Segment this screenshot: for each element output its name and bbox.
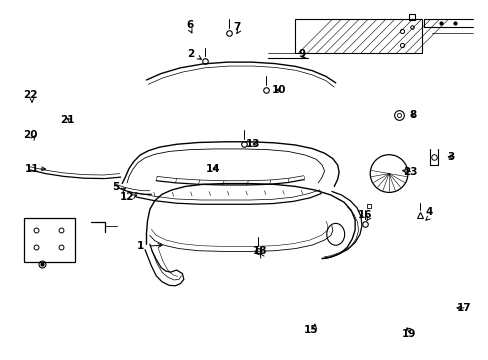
Text: 17: 17 [456, 303, 470, 313]
Text: 16: 16 [357, 210, 371, 220]
Text: 13: 13 [245, 139, 260, 149]
Text: 1: 1 [136, 241, 143, 251]
Text: 10: 10 [272, 85, 286, 95]
Text: 15: 15 [304, 325, 318, 335]
Text: 12: 12 [120, 192, 134, 202]
Text: 8: 8 [409, 110, 416, 120]
Bar [294, 19, 421, 53]
Text: 3: 3 [446, 152, 453, 162]
Text: 19: 19 [401, 329, 415, 339]
Text: 23: 23 [403, 167, 417, 177]
Text: 11: 11 [25, 163, 39, 174]
Text: 14: 14 [205, 163, 220, 174]
Bar [24, 218, 75, 262]
Text: 7: 7 [233, 22, 241, 32]
Text: 4: 4 [425, 207, 432, 217]
Text: 20: 20 [23, 130, 37, 140]
Text: 2: 2 [187, 49, 194, 59]
Text: 9: 9 [298, 49, 305, 59]
Text: 22: 22 [23, 90, 37, 100]
Text: 6: 6 [186, 19, 193, 30]
Text: 18: 18 [252, 246, 267, 256]
Text: 21: 21 [60, 115, 75, 125]
Text: 5: 5 [112, 182, 119, 192]
